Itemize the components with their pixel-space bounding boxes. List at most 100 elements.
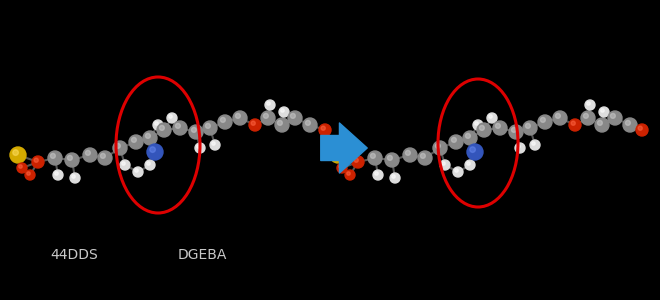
Circle shape [147,162,150,165]
Circle shape [370,154,376,158]
Circle shape [290,113,295,118]
Circle shape [530,140,540,150]
Circle shape [53,170,63,180]
Circle shape [585,100,595,110]
Circle shape [98,151,112,165]
Circle shape [189,125,203,139]
Circle shape [267,102,270,105]
Circle shape [352,156,364,168]
Circle shape [319,124,331,136]
Circle shape [50,154,55,158]
Circle shape [236,113,240,118]
Circle shape [451,137,456,142]
Circle shape [608,111,622,125]
Circle shape [487,113,497,123]
Circle shape [595,118,609,132]
Circle shape [541,118,545,122]
Circle shape [440,160,450,170]
Circle shape [17,163,27,173]
Circle shape [85,151,90,155]
Circle shape [249,119,261,131]
Circle shape [115,143,120,148]
Circle shape [205,124,211,128]
Circle shape [265,100,275,110]
Circle shape [157,123,171,137]
Circle shape [279,107,289,117]
Circle shape [339,165,343,168]
Circle shape [55,172,58,175]
Circle shape [145,134,150,138]
Circle shape [553,111,567,125]
Circle shape [601,109,605,112]
Circle shape [571,121,576,125]
Circle shape [72,175,75,178]
Circle shape [455,169,458,172]
Circle shape [65,153,79,167]
Circle shape [436,143,440,148]
Circle shape [306,120,310,125]
Circle shape [418,151,432,165]
Circle shape [420,154,425,158]
Circle shape [13,150,18,155]
Circle shape [525,124,531,128]
Circle shape [121,162,125,165]
Circle shape [10,147,26,163]
Circle shape [34,158,38,162]
Circle shape [218,115,232,129]
Circle shape [173,121,187,135]
Circle shape [261,111,275,125]
Circle shape [569,119,581,131]
Circle shape [465,134,471,138]
Circle shape [288,111,302,125]
Circle shape [403,148,417,162]
Circle shape [387,155,392,160]
Circle shape [346,172,350,175]
Circle shape [135,169,138,172]
Circle shape [354,158,358,162]
Circle shape [517,145,520,148]
Circle shape [638,126,642,130]
Circle shape [496,124,500,128]
Circle shape [467,144,483,160]
Circle shape [197,145,200,148]
Circle shape [636,124,648,136]
Circle shape [523,121,537,135]
Circle shape [473,120,483,130]
Circle shape [345,170,355,180]
Circle shape [532,142,535,145]
Circle shape [147,144,163,160]
Circle shape [453,167,463,177]
Circle shape [210,140,220,150]
Circle shape [100,154,106,158]
Circle shape [333,150,339,155]
Circle shape [153,120,163,130]
Circle shape [583,113,588,118]
Circle shape [449,135,463,149]
Circle shape [203,121,217,135]
Circle shape [25,170,35,180]
Circle shape [277,120,282,125]
Circle shape [195,143,205,153]
Circle shape [610,113,615,118]
Circle shape [475,122,478,125]
Circle shape [515,143,525,153]
Circle shape [32,156,44,168]
Circle shape [385,153,399,167]
Circle shape [405,151,411,155]
Circle shape [303,118,317,132]
Circle shape [623,118,637,132]
Circle shape [538,115,552,129]
Circle shape [368,151,382,165]
Circle shape [129,135,143,149]
Circle shape [489,115,492,118]
Circle shape [150,147,155,152]
Circle shape [263,113,269,118]
Circle shape [191,128,197,132]
Circle shape [220,118,225,122]
Circle shape [433,141,447,155]
Circle shape [145,160,155,170]
Circle shape [599,107,609,117]
Circle shape [48,151,62,165]
Circle shape [581,111,595,125]
Circle shape [154,122,158,125]
